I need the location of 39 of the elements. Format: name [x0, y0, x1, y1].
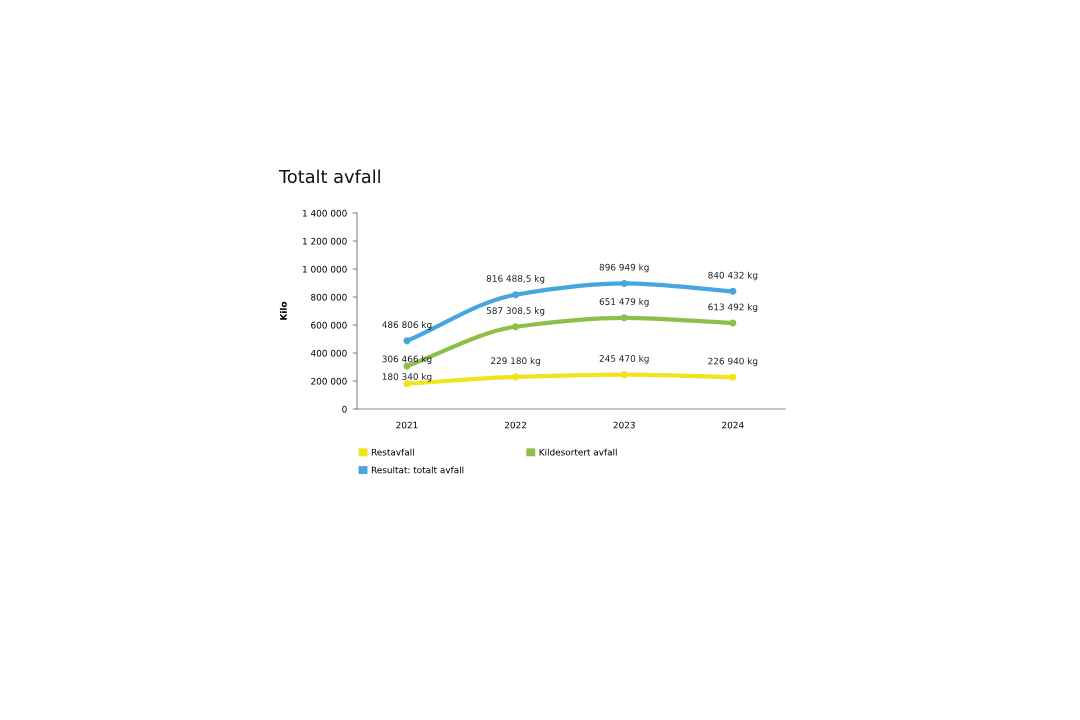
data-label: 840 432 kg — [708, 271, 758, 281]
y-axis-title: Kilo — [279, 301, 287, 320]
chart-title: Totalt avfall — [278, 169, 380, 184]
point — [729, 319, 737, 327]
y-tick-label: 0 — [342, 405, 347, 413]
legend-label: Restavfall — [371, 448, 414, 456]
point — [620, 279, 628, 287]
data-label: 613 492 kg — [708, 303, 758, 312]
point — [512, 373, 520, 381]
y-tick-label: 1 200 000 — [303, 237, 347, 245]
point — [403, 337, 411, 345]
y-tick-label: 200 000 — [311, 377, 347, 385]
point — [512, 291, 520, 299]
point — [512, 323, 520, 331]
x-tick-label: 2022 — [504, 421, 527, 429]
legend-label: Kildesortert avfall — [539, 448, 617, 456]
y-tick-label: 800 000 — [311, 293, 347, 301]
point — [729, 287, 737, 295]
y-tick-label: 400 000 — [310, 349, 347, 357]
data-label: 245 470 kg — [599, 354, 649, 364]
point — [403, 380, 411, 388]
legend-label: Resultat: totalt avfall — [371, 466, 464, 474]
point — [620, 371, 628, 379]
data-label: 229 180 kg — [491, 357, 540, 366]
x-tick-label: 2024 — [722, 421, 744, 429]
x-tick-label: 2021 — [396, 421, 418, 429]
data-label: 651 479 kg — [599, 298, 649, 307]
y-tick-label: 1 400 000 — [303, 209, 347, 217]
point — [729, 373, 737, 381]
point — [620, 314, 628, 322]
y-tick-label: 1 000 000 — [303, 265, 347, 273]
data-label: 587 308,5 kg — [486, 307, 545, 316]
x-tick-label: 2023 — [613, 421, 635, 429]
data-label: 180 340 kg — [382, 373, 432, 382]
data-label: 816 488,5 kg — [486, 274, 545, 284]
data-label: 226 940 kg — [708, 357, 758, 367]
data-label: 896 949 kg — [599, 263, 649, 273]
data-label: 486 806 kg — [382, 321, 432, 330]
y-tick-label: 600 000 — [311, 321, 347, 329]
